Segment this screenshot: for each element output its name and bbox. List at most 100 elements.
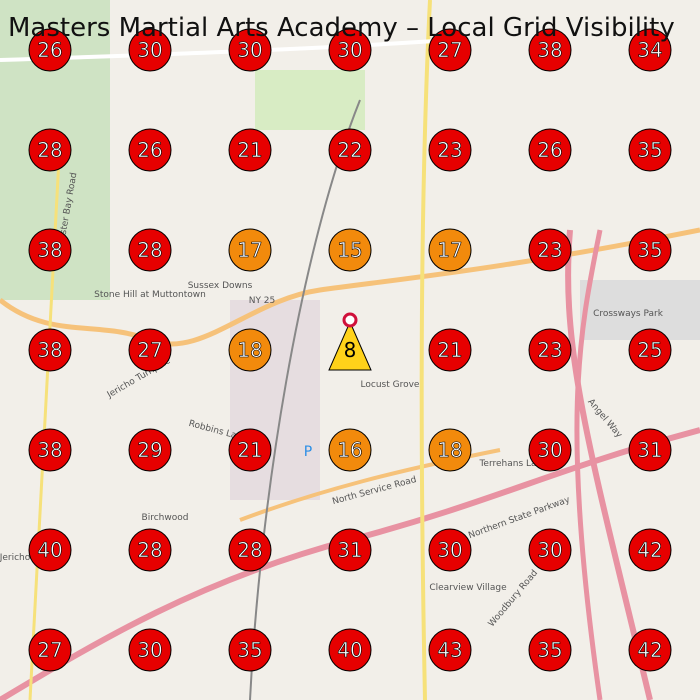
rank-label: 17 xyxy=(237,238,262,262)
rank-marker xyxy=(528,328,572,372)
rank-marker xyxy=(328,528,372,572)
map-label: Terrehans La xyxy=(478,459,536,469)
rank-label: 21 xyxy=(437,338,462,362)
parking-icon: P xyxy=(304,444,312,460)
location-pin xyxy=(342,312,358,328)
map-label: Sussex Downs xyxy=(188,281,253,291)
rank-marker xyxy=(28,528,72,572)
rank-label: 42 xyxy=(637,538,662,562)
rank-label: 28 xyxy=(237,538,262,562)
rank-marker xyxy=(28,628,72,672)
rank-label: 38 xyxy=(37,438,62,462)
rank-marker xyxy=(628,428,672,472)
rank-label: 30 xyxy=(137,638,162,662)
rank-marker xyxy=(328,28,372,72)
rank-label: 23 xyxy=(537,338,562,362)
rank-marker xyxy=(628,28,672,72)
rank-label: 42 xyxy=(637,638,662,662)
rank-label: 28 xyxy=(137,238,162,262)
rank-marker xyxy=(228,128,272,172)
map-label: Crossways Park xyxy=(593,309,664,319)
rank-marker xyxy=(328,128,372,172)
rank-label: 26 xyxy=(37,38,62,62)
rank-label: 30 xyxy=(237,38,262,62)
rank-label: 38 xyxy=(37,338,62,362)
rank-label: 18 xyxy=(437,438,462,462)
rank-marker xyxy=(328,320,372,371)
rank-label: 30 xyxy=(337,38,362,62)
rank-marker xyxy=(128,128,172,172)
rank-label: 35 xyxy=(537,638,562,662)
map-label: NY 25 xyxy=(249,296,276,306)
rank-marker xyxy=(628,228,672,272)
rank-marker xyxy=(628,628,672,672)
rank-label: 43 xyxy=(437,638,462,662)
rank-label: 27 xyxy=(437,38,462,62)
rank-marker xyxy=(528,428,572,472)
rank-label: 8 xyxy=(344,338,357,362)
rank-label: 21 xyxy=(237,438,262,462)
rank-label: 31 xyxy=(337,538,362,562)
rank-label: 35 xyxy=(637,138,662,162)
rank-label: 29 xyxy=(137,438,162,462)
rank-label: 30 xyxy=(537,438,562,462)
rank-label: 30 xyxy=(437,538,462,562)
rank-label: 38 xyxy=(37,238,62,262)
rank-marker xyxy=(28,28,72,72)
rank-label: 18 xyxy=(237,338,262,362)
rank-marker xyxy=(128,228,172,272)
rank-marker xyxy=(28,428,72,472)
rank-label: 16 xyxy=(337,438,362,462)
rank-marker xyxy=(328,228,372,272)
rank-label: 17 xyxy=(437,238,462,262)
rank-marker xyxy=(228,28,272,72)
rank-marker xyxy=(428,528,472,572)
rank-marker xyxy=(428,28,472,72)
rank-label: 31 xyxy=(637,438,662,462)
rank-marker xyxy=(528,128,572,172)
rank-marker xyxy=(228,228,272,272)
rank-marker xyxy=(128,428,172,472)
rank-label: 35 xyxy=(237,638,262,662)
rank-label: 38 xyxy=(537,38,562,62)
rank-label: 40 xyxy=(37,538,62,562)
rank-marker xyxy=(628,128,672,172)
rank-label: 23 xyxy=(437,138,462,162)
rank-marker xyxy=(28,128,72,172)
rank-marker xyxy=(428,428,472,472)
rank-marker xyxy=(528,628,572,672)
rank-label: 34 xyxy=(637,38,662,62)
map-title: Masters Martial Arts Academy – Local Gri… xyxy=(8,13,675,43)
rank-label: 22 xyxy=(337,138,362,162)
rank-label: 28 xyxy=(137,538,162,562)
rank-label: 30 xyxy=(137,38,162,62)
rank-marker xyxy=(628,328,672,372)
rank-marker xyxy=(628,528,672,572)
map-label: Stone Hill at Muttontown xyxy=(94,290,206,300)
rank-marker xyxy=(328,428,372,472)
rank-label: 15 xyxy=(337,238,362,262)
rank-marker xyxy=(28,328,72,372)
rank-label: 26 xyxy=(137,138,162,162)
rank-marker xyxy=(128,28,172,72)
map-label: Jericho xyxy=(0,553,31,563)
rank-marker xyxy=(228,328,272,372)
rank-marker xyxy=(128,628,172,672)
rank-marker xyxy=(228,528,272,572)
rank-marker xyxy=(528,228,572,272)
map-label: Clearview Village xyxy=(429,583,507,593)
map-label: Locust Grove xyxy=(361,380,420,390)
rank-marker xyxy=(28,228,72,272)
rank-marker xyxy=(428,128,472,172)
rank-label: 30 xyxy=(537,538,562,562)
rank-marker xyxy=(528,28,572,72)
rank-label: 35 xyxy=(637,238,662,262)
rank-label: 25 xyxy=(637,338,662,362)
rank-marker xyxy=(428,628,472,672)
rank-marker xyxy=(128,528,172,572)
rank-marker xyxy=(128,328,172,372)
rank-label: 27 xyxy=(137,338,162,362)
rank-marker xyxy=(428,228,472,272)
map-label: Birchwood xyxy=(142,513,189,523)
